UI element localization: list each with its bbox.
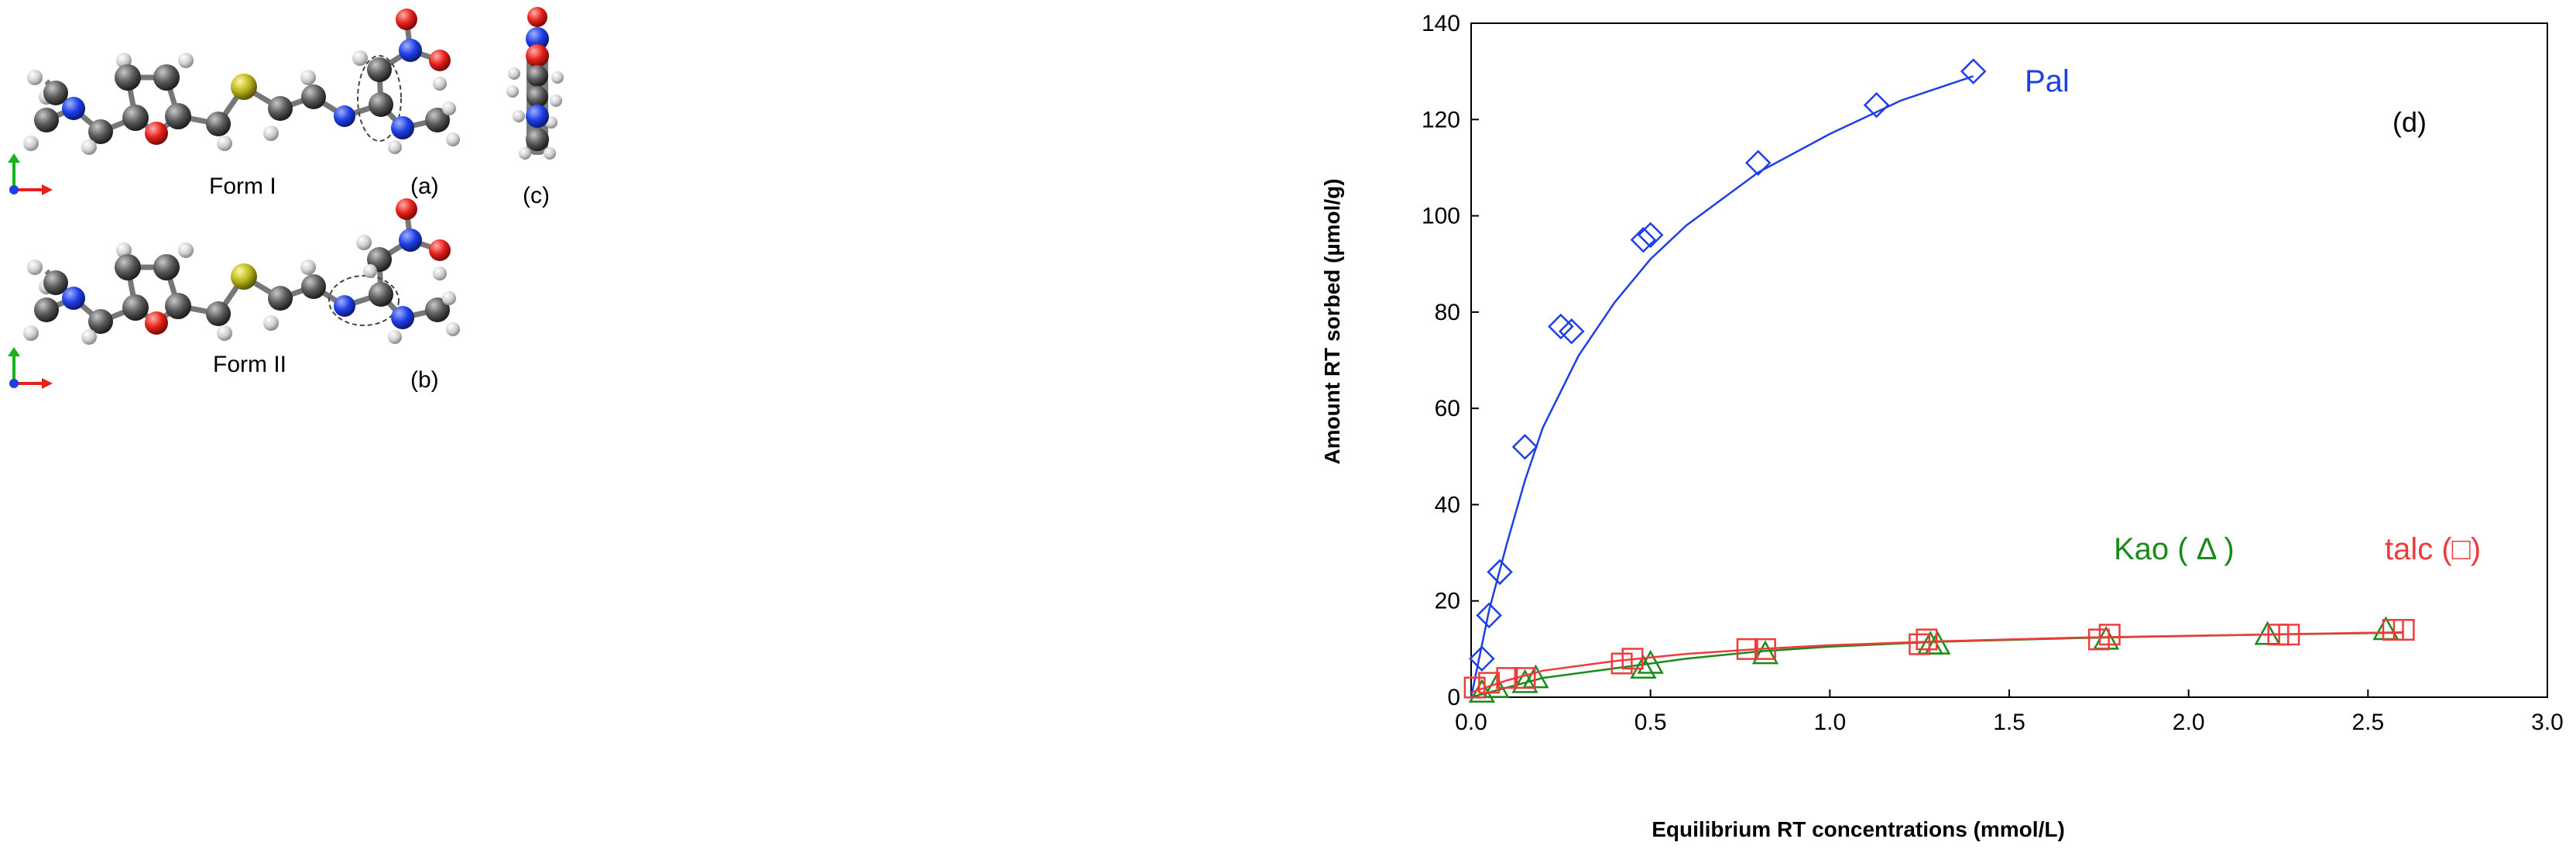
data-point xyxy=(1478,672,1501,694)
annotation-kao: Kao ( Δ ) xyxy=(2114,532,2235,566)
series-2 xyxy=(1463,619,2415,699)
x-tick-label: 1.5 xyxy=(1993,710,2025,735)
x-tick-label: 3.0 xyxy=(2531,710,2564,735)
panel-a-label: (a) xyxy=(410,174,439,199)
y-tick-label: 80 xyxy=(1435,300,1460,325)
fit-line xyxy=(1470,75,1974,698)
panel-d-label: (d) xyxy=(2392,106,2427,138)
x-tick-label: 1.0 xyxy=(1813,710,1846,735)
data-point xyxy=(1511,669,1538,693)
axis-triad-a xyxy=(8,153,53,195)
panel-b-label: (b) xyxy=(410,367,439,393)
plot-frame xyxy=(1470,22,2548,698)
highlight-ellipse xyxy=(357,55,402,142)
highlight-ellipse xyxy=(328,275,400,326)
data-point xyxy=(2098,624,2121,646)
y-tick-label: 100 xyxy=(1422,204,1460,229)
series-0 xyxy=(1469,58,1987,698)
data-point xyxy=(1863,91,1890,119)
data-point xyxy=(1469,645,1495,672)
molecule-form-2 xyxy=(23,198,460,345)
y-tick-label: 120 xyxy=(1422,107,1460,132)
data-point xyxy=(1511,434,1538,460)
molecule-form-1 xyxy=(23,9,460,155)
annotation-talc: talc (□) xyxy=(2385,532,2481,566)
x-axis-ticks: 0.0 0.5 1.0 1.5 2.0 2.5 3.0 xyxy=(1455,689,2564,735)
data-point xyxy=(1637,649,1664,674)
data-point xyxy=(2392,619,2415,641)
y-tick-label: 20 xyxy=(1435,589,1460,614)
data-point xyxy=(1514,667,1536,689)
plot-border xyxy=(1470,22,2548,698)
form-1-label: Form I xyxy=(209,174,276,199)
y-axis-title: Amount RT sorbed (µmol/g) xyxy=(1320,178,1344,464)
data-point xyxy=(1496,667,1518,689)
x-tick-label: 0.5 xyxy=(1634,710,1667,735)
x-tick-label: 2.5 xyxy=(2351,710,2384,735)
data-point xyxy=(1916,628,1938,651)
data-point xyxy=(1548,313,1574,340)
data-point xyxy=(1909,633,1931,655)
data-point xyxy=(1487,559,1513,586)
x-tick-label: 2.0 xyxy=(2173,710,2205,735)
data-point xyxy=(1736,638,1758,660)
y-tick-label: 40 xyxy=(1435,492,1460,517)
data-point xyxy=(1621,648,1644,670)
series-layer xyxy=(1463,58,2415,703)
annotation-pal: Pal xyxy=(2025,64,2070,98)
y-tick-label: 140 xyxy=(1422,11,1460,36)
molecule-panels: Form I (a) (c) Form II (b) xyxy=(8,7,564,393)
data-point xyxy=(1754,638,1776,660)
atoms xyxy=(23,9,460,155)
y-tick-label: 60 xyxy=(1435,396,1460,421)
y-axis-ticks: 0 20 40 60 80 100 120 140 xyxy=(1422,11,1479,710)
data-point xyxy=(1463,676,1486,699)
y-tick-label: 0 xyxy=(1447,685,1460,710)
data-point xyxy=(1630,655,1657,679)
x-tick-label: 0.0 xyxy=(1455,710,1487,735)
form-2-label: Form II xyxy=(213,352,286,377)
panel-c-label: (c) xyxy=(523,183,550,208)
data-point xyxy=(1558,318,1585,345)
axis-triad-b xyxy=(8,347,53,389)
x-axis-title: Equilibrium RT concentrations (mmol/L) xyxy=(1652,817,2065,841)
atoms xyxy=(23,198,460,345)
data-point xyxy=(1637,222,1664,249)
data-point xyxy=(1960,58,1987,84)
data-point xyxy=(1744,150,1772,176)
data-point xyxy=(1751,640,1779,665)
data-point xyxy=(1630,226,1657,253)
data-point xyxy=(1476,602,1502,629)
data-point xyxy=(2278,624,2300,646)
molecule-end-view xyxy=(506,7,564,160)
data-point xyxy=(1924,631,1951,655)
